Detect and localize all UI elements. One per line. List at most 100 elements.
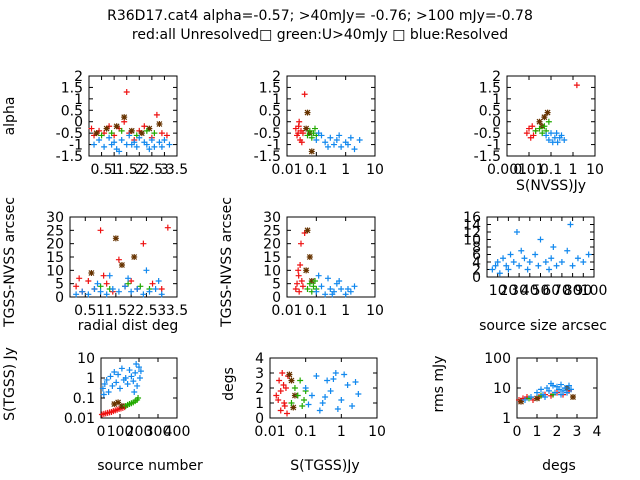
y-tick-label: 0.1 bbox=[73, 391, 95, 407]
point-marker bbox=[93, 130, 100, 137]
point-marker bbox=[128, 373, 135, 380]
x-tick-label: 50 bbox=[532, 283, 550, 299]
y-tick-label: 3 bbox=[255, 366, 264, 382]
point-marker bbox=[118, 262, 125, 268]
y-tick-label: 2 bbox=[492, 69, 501, 85]
point-marker bbox=[341, 371, 348, 378]
x-axis-label: radial dist deg bbox=[78, 318, 178, 334]
point-marker bbox=[524, 266, 531, 273]
point-marker bbox=[352, 379, 359, 385]
point-marker bbox=[308, 148, 315, 155]
point-marker bbox=[91, 286, 98, 292]
x-tick-label: 2 bbox=[127, 303, 136, 319]
point-marker bbox=[549, 139, 556, 146]
point-marker bbox=[315, 130, 322, 137]
point-marker bbox=[284, 410, 291, 417]
point-marker bbox=[151, 143, 158, 150]
x-tick-label: 0.01 bbox=[271, 162, 302, 178]
point-marker bbox=[138, 130, 145, 137]
point-marker bbox=[304, 227, 311, 234]
point-marker bbox=[541, 114, 548, 121]
point-marker bbox=[133, 361, 140, 368]
point-marker bbox=[103, 291, 110, 298]
point-marker bbox=[146, 125, 153, 132]
x-tick-label: 0.5 bbox=[90, 162, 112, 178]
plot-frame bbox=[506, 75, 596, 157]
point-marker bbox=[158, 130, 165, 137]
point-marker bbox=[298, 278, 305, 284]
x-axis-label: degs bbox=[542, 458, 576, 474]
y-tick-label: 1 bbox=[255, 396, 264, 412]
point-marker bbox=[140, 291, 147, 298]
point-marker bbox=[141, 123, 148, 130]
point-marker bbox=[131, 254, 138, 260]
point-marker bbox=[128, 288, 135, 295]
point-marker bbox=[98, 132, 105, 139]
point-marker bbox=[505, 266, 512, 273]
point-marker bbox=[134, 286, 141, 292]
point-marker bbox=[101, 143, 108, 150]
point-marker bbox=[143, 267, 150, 274]
point-marker bbox=[313, 373, 320, 379]
point-marker bbox=[494, 259, 501, 265]
point-marker bbox=[526, 125, 532, 132]
y-tick-label: -1 bbox=[487, 138, 501, 154]
point-marker bbox=[351, 146, 358, 153]
point-marker bbox=[163, 132, 170, 139]
point-marker bbox=[302, 385, 309, 391]
point-marker bbox=[148, 137, 155, 143]
x-tick-label: 3 bbox=[573, 424, 582, 440]
y-tick-label: 10 bbox=[463, 233, 481, 249]
point-marker bbox=[310, 283, 317, 290]
point-marker bbox=[152, 286, 159, 292]
point-marker bbox=[330, 376, 337, 382]
point-marker bbox=[97, 283, 104, 290]
y-tick-label: 1 bbox=[272, 92, 281, 108]
point-marker bbox=[313, 288, 320, 295]
y-tick-label: 0 bbox=[255, 411, 264, 427]
point-marker bbox=[103, 376, 110, 383]
point-marker bbox=[534, 395, 540, 402]
point-marker bbox=[308, 134, 315, 141]
point-marker bbox=[288, 377, 295, 384]
plot-frame bbox=[286, 75, 376, 157]
point-marker bbox=[536, 118, 543, 125]
point-marker bbox=[522, 396, 528, 403]
point-marker bbox=[564, 389, 570, 396]
point-marker bbox=[301, 230, 308, 236]
point-marker bbox=[351, 283, 358, 290]
point-marker bbox=[107, 373, 114, 380]
point-marker bbox=[276, 377, 283, 384]
y-axis-label: alpha bbox=[2, 97, 18, 136]
point-marker bbox=[295, 267, 302, 274]
point-marker bbox=[573, 82, 580, 89]
point-marker bbox=[122, 283, 129, 290]
x-tick-label: 200 bbox=[126, 424, 153, 440]
point-marker bbox=[109, 286, 116, 292]
point-marker bbox=[316, 407, 323, 414]
point-marker bbox=[280, 382, 287, 388]
y-tick-label: 5 bbox=[55, 277, 64, 293]
point-marker bbox=[130, 378, 137, 385]
point-marker bbox=[303, 125, 310, 132]
point-marker bbox=[535, 262, 542, 269]
y-tick-label: 10 bbox=[263, 263, 281, 279]
panel-p2: 0.01 0.1 1 10-1.5-1-0.500.511.52 bbox=[254, 69, 384, 178]
point-marker bbox=[334, 406, 341, 412]
point-marker bbox=[133, 143, 140, 150]
point-marker bbox=[338, 143, 345, 150]
x-tick-label: 1.5 bbox=[105, 303, 127, 319]
point-marker bbox=[99, 385, 106, 392]
point-marker bbox=[336, 132, 343, 139]
point-marker bbox=[539, 130, 546, 137]
y-tick-label: 25 bbox=[46, 223, 64, 239]
y-tick-label: -0.5 bbox=[474, 126, 501, 142]
x-tick-label: 3.5 bbox=[166, 162, 188, 178]
point-marker bbox=[526, 259, 533, 265]
panel-p6: 1020304050607080901000246810121416source… bbox=[463, 210, 607, 334]
y-tick-label: 1 bbox=[86, 371, 95, 387]
point-marker bbox=[140, 240, 147, 247]
y-tick-label: -1 bbox=[267, 138, 281, 154]
